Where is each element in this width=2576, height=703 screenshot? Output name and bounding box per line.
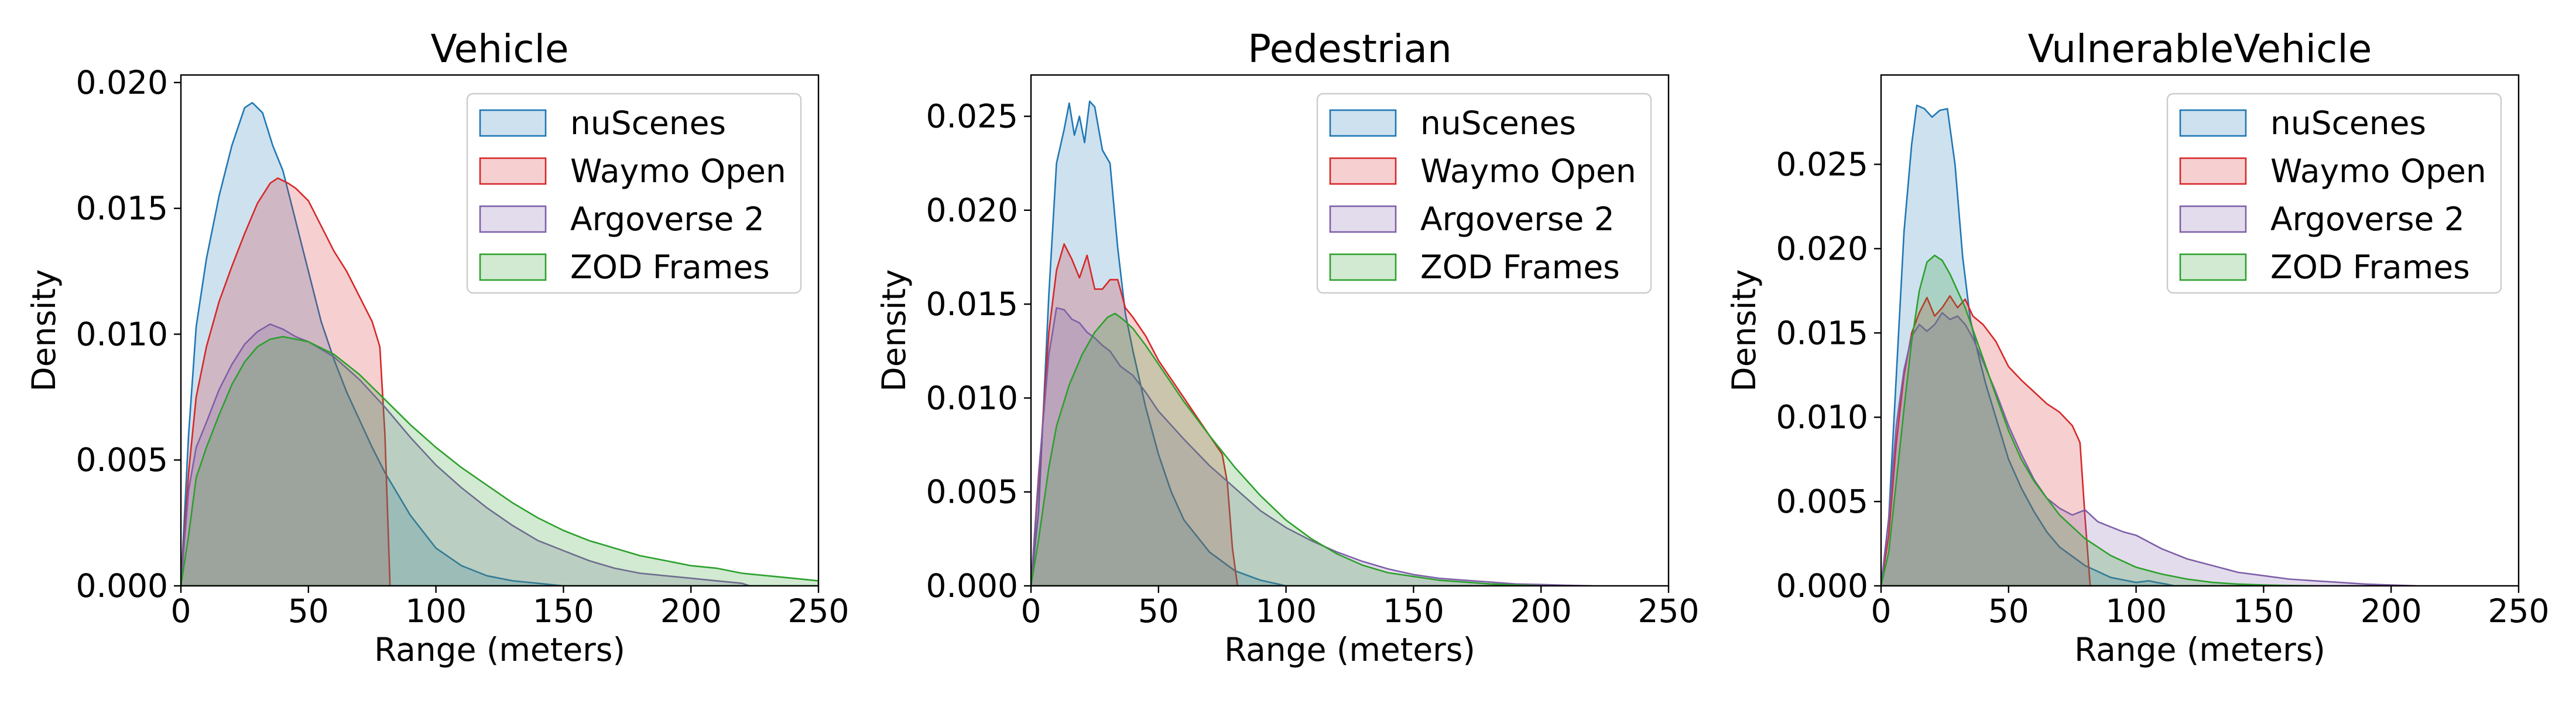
subplot-0: 0 50 100 150 200 250 0.000 0.005 0.010 0.015 0.020… — [25, 26, 849, 668]
legend-swatch-2 — [1329, 205, 1397, 233]
chart-title: VulnerableVehicle — [2028, 26, 2372, 71]
legend-swatch-3 — [479, 253, 547, 281]
legend-swatch-0 — [479, 109, 547, 137]
y-tick-label: 0.010 — [76, 315, 168, 353]
x-tick-label: 250 — [788, 592, 849, 630]
series-area-1 — [1031, 243, 1239, 586]
legend-swatch-1 — [2179, 157, 2247, 185]
series-area-3 — [181, 336, 818, 586]
legend-label-1: Waymo Open — [570, 152, 786, 190]
x-tick-label: 150 — [2233, 592, 2294, 630]
legend-swatch-2 — [479, 205, 547, 233]
x-tick-label: 100 — [2105, 592, 2167, 630]
series-area-0 — [181, 102, 564, 586]
legend-label-2: Argoverse 2 — [570, 200, 765, 238]
legend-label-2: Argoverse 2 — [2270, 200, 2465, 238]
series-area-0 — [1031, 100, 1287, 586]
series-area-0 — [1881, 104, 2176, 586]
legend-swatch-1 — [1329, 157, 1397, 185]
y-tick-label: 0.005 — [926, 473, 1018, 511]
y-tick-label: 0.000 — [76, 567, 168, 605]
legend-swatch-2 — [2179, 205, 2247, 233]
series-layer — [1031, 100, 1593, 586]
legend-swatch-3 — [1329, 253, 1397, 281]
x-axis-label: Range (meters) — [1224, 631, 1475, 668]
x-tick-label: 50 — [1138, 592, 1179, 630]
legend-label-3: ZOD Frames — [1420, 248, 1620, 286]
legend: nuScenes Waymo Open Argoverse 2 ZOD Frames — [466, 93, 802, 294]
y-tick-label: 0.015 — [1776, 314, 1868, 352]
legend-label-0: nuScenes — [570, 104, 726, 142]
plot-frame — [1880, 74, 2520, 587]
x-tick-label: 0 — [171, 592, 191, 630]
legend-swatch-1 — [479, 157, 547, 185]
legend-label-1: Waymo Open — [1420, 152, 1636, 190]
series-area-3 — [1031, 312, 1542, 586]
x-tick-label: 0 — [1871, 592, 1892, 630]
legend-box — [2166, 93, 2502, 294]
series-area-2 — [1881, 312, 2418, 586]
series-area-1 — [1881, 295, 2091, 586]
x-tick-label: 200 — [1510, 592, 1572, 630]
legend-label-1: Waymo Open — [2270, 152, 2486, 190]
y-tick-label: 0.010 — [926, 379, 1018, 417]
y-tick-label: 0.015 — [76, 190, 168, 227]
x-tick-label: 50 — [1988, 592, 2029, 630]
legend-label-0: nuScenes — [1420, 104, 1576, 142]
legend-label-2: Argoverse 2 — [1420, 200, 1615, 238]
x-tick-label: 0 — [1021, 592, 1042, 630]
legend-swatch-3 — [2179, 253, 2247, 281]
y-axis-label: Density — [25, 269, 63, 391]
series-area-2 — [1031, 307, 1593, 586]
subplot-1: 0 50 100 150 200 250 0.000 0.005 0.010 0.015 0.020… — [875, 26, 1699, 668]
legend-box — [466, 93, 802, 294]
series-layer — [181, 102, 818, 586]
series-layer — [1881, 104, 2418, 586]
y-axis-label: Density — [1725, 269, 1763, 391]
series-area-1 — [181, 177, 391, 586]
y-axis-label: Density — [875, 269, 913, 391]
legend-swatch-0 — [2179, 109, 2247, 137]
y-tick-label: 0.000 — [1776, 567, 1868, 605]
legend-swatch-0 — [1329, 109, 1397, 137]
y-tick-label: 0.025 — [926, 98, 1018, 135]
legend-label-0: nuScenes — [2270, 104, 2426, 142]
chart-title: Vehicle — [430, 26, 568, 71]
y-tick-label: 0.005 — [76, 441, 168, 479]
subplot-2: 0 50 100 150 200 250 0.000 0.005 0.010 0.015 0.020… — [1725, 26, 2549, 668]
series-area-3 — [1881, 254, 2315, 586]
x-tick-label: 100 — [1255, 592, 1317, 630]
x-axis-label: Range (meters) — [2074, 631, 2325, 668]
x-tick-label: 150 — [1383, 592, 1444, 630]
y-tick-label: 0.020 — [926, 192, 1018, 229]
x-axis-label: Range (meters) — [374, 631, 625, 668]
y-tick-label: 0.025 — [1776, 146, 1868, 183]
legend: nuScenes Waymo Open Argoverse 2 ZOD Frames — [2166, 93, 2502, 294]
series-area-2 — [181, 323, 751, 586]
legend-label-3: ZOD Frames — [2270, 248, 2470, 286]
y-tick-label: 0.005 — [1776, 483, 1868, 520]
y-tick-label: 0.000 — [926, 567, 1018, 605]
x-tick-label: 250 — [2488, 592, 2550, 630]
legend-box — [1316, 93, 1652, 294]
legend-label-3: ZOD Frames — [570, 248, 770, 286]
plot-frame — [180, 74, 820, 587]
x-tick-label: 200 — [660, 592, 722, 630]
y-tick-label: 0.020 — [1776, 230, 1868, 267]
x-tick-label: 150 — [533, 592, 594, 630]
x-tick-label: 50 — [288, 592, 329, 630]
y-tick-label: 0.010 — [1776, 398, 1868, 436]
chart-title: Pedestrian — [1248, 26, 1452, 71]
plot-frame — [1030, 74, 1670, 587]
x-tick-label: 100 — [405, 592, 467, 630]
legend: nuScenes Waymo Open Argoverse 2 ZOD Frames — [1316, 93, 1652, 294]
y-tick-label: 0.020 — [76, 64, 168, 101]
x-tick-label: 250 — [1638, 592, 1700, 630]
y-tick-label: 0.015 — [926, 285, 1018, 323]
x-tick-label: 200 — [2361, 592, 2422, 630]
